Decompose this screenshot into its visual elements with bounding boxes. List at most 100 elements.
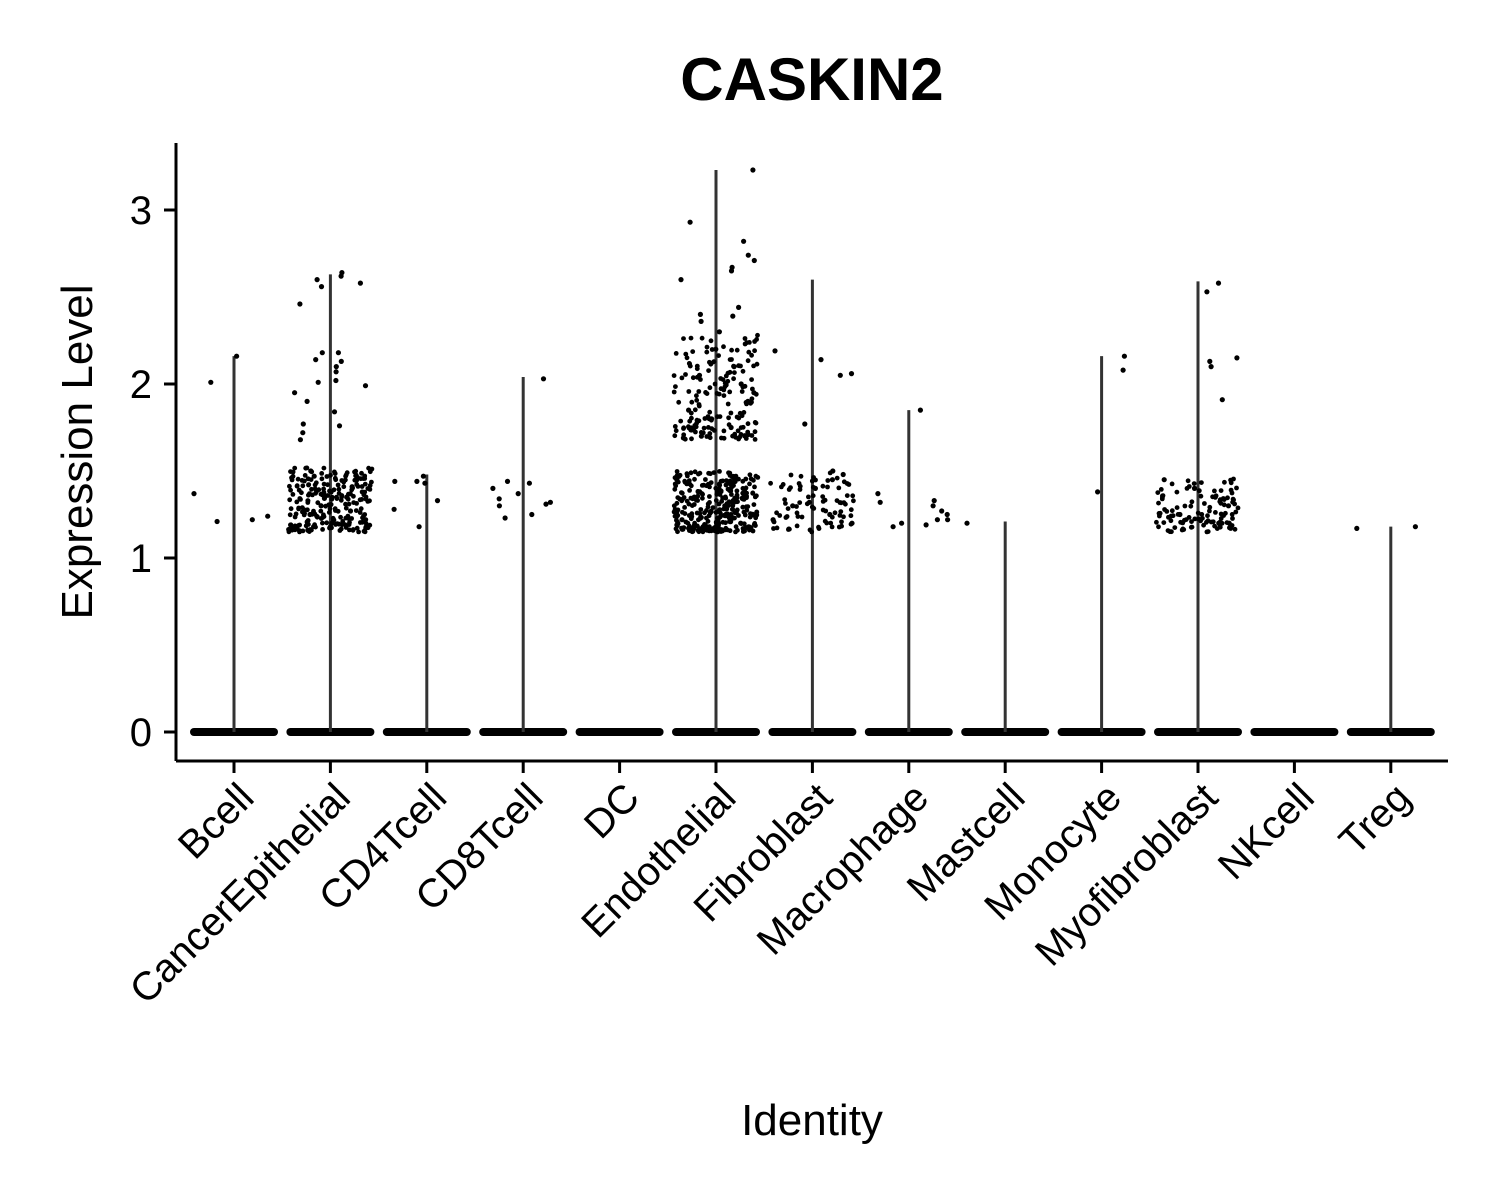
point-Endothelial	[719, 435, 724, 441]
point-Fibroblast	[834, 498, 840, 503]
point-Endothelial	[686, 389, 692, 394]
point-Fibroblast	[816, 526, 822, 531]
point-CancerEpithelial	[299, 490, 304, 496]
point-Myofibroblast	[1226, 520, 1232, 526]
point-Myofibroblast	[1207, 358, 1213, 364]
y-axis-label: Expression Level	[53, 284, 102, 619]
point-Endothelial	[698, 430, 704, 435]
point-CancerEpithelial	[335, 350, 341, 356]
chart-title: CASKIN2	[680, 46, 943, 113]
point-Endothelial	[747, 524, 753, 530]
point-CancerEpithelial	[336, 491, 342, 496]
point-Fibroblast	[798, 473, 804, 479]
point-Endothelial	[681, 336, 686, 341]
point-Myofibroblast	[1229, 490, 1235, 496]
point-Endothelial	[707, 494, 712, 499]
point-Myofibroblast	[1174, 489, 1180, 495]
point-Macrophage	[945, 517, 951, 523]
point-Myofibroblast	[1212, 494, 1218, 500]
point-Endothelial	[694, 523, 700, 529]
point-Myofibroblast	[1161, 520, 1167, 525]
point-CancerEpithelial	[357, 510, 363, 515]
point-Myofibroblast	[1172, 525, 1178, 530]
point-Myofibroblast	[1156, 500, 1161, 506]
point-Myofibroblast	[1182, 503, 1188, 509]
point-CancerEpithelial	[300, 421, 306, 427]
point-Endothelial	[697, 470, 703, 476]
point-Endothelial	[696, 372, 703, 378]
point-Endothelial	[747, 481, 752, 487]
point-Endothelial	[722, 384, 728, 390]
point-Endothelial	[736, 415, 742, 421]
point-Endothelial	[692, 469, 698, 475]
point-Endothelial	[696, 389, 702, 394]
point-Endothelial	[674, 477, 680, 483]
point-CancerEpithelial	[338, 358, 344, 364]
point-Fibroblast	[820, 494, 826, 499]
point-CancerEpithelial	[292, 514, 298, 520]
point-CancerEpithelial	[363, 520, 369, 526]
point-Fibroblast	[784, 514, 790, 519]
point-Myofibroblast	[1169, 529, 1174, 535]
point-Fibroblast	[786, 487, 792, 492]
point-Endothelial	[732, 370, 737, 375]
point-Fibroblast	[774, 510, 779, 516]
point-Fibroblast	[841, 514, 846, 520]
point-Endothelial	[751, 390, 757, 396]
point-Myofibroblast	[1199, 480, 1204, 485]
point-Fibroblast	[780, 482, 786, 487]
point-CD8Tcell	[540, 376, 547, 382]
point-Mastcell	[964, 520, 970, 526]
point-Endothelial	[704, 344, 710, 350]
point-Fibroblast	[794, 504, 799, 509]
point-Endothelial	[751, 363, 756, 369]
point-CancerEpithelial	[339, 270, 345, 276]
point-Fibroblast	[771, 526, 776, 531]
point-CancerEpithelial	[329, 494, 335, 500]
point-CD4Tcell	[420, 473, 426, 479]
point-Fibroblast	[809, 504, 815, 510]
point-Myofibroblast	[1228, 480, 1234, 486]
point-Myofibroblast	[1218, 511, 1224, 517]
point-Endothelial	[729, 492, 734, 497]
point-CancerEpithelial	[315, 500, 321, 506]
point-Endothelial	[752, 348, 757, 354]
point-CancerEpithelial	[360, 519, 365, 525]
point-CancerEpithelial	[328, 489, 334, 495]
point-Endothelial	[713, 498, 719, 503]
point-Endothelial	[711, 470, 717, 475]
point-Fibroblast	[825, 484, 830, 490]
point-Endothelial	[677, 496, 682, 502]
point-Endothelial	[721, 513, 727, 518]
point-Myofibroblast	[1191, 485, 1198, 491]
point-CancerEpithelial	[312, 486, 318, 492]
point-Endothelial	[688, 470, 694, 476]
point-Fibroblast	[848, 371, 855, 377]
point-CancerEpithelial	[308, 477, 314, 482]
point-Myofibroblast	[1179, 527, 1185, 533]
point-Endothelial	[721, 344, 726, 350]
point-Fibroblast	[841, 500, 847, 505]
point-Fibroblast	[829, 477, 836, 483]
point-Endothelial	[689, 436, 694, 442]
point-CancerEpithelial	[300, 430, 306, 436]
point-CD8Tcell	[504, 478, 511, 484]
point-Fibroblast	[806, 499, 813, 505]
point-Endothelial	[740, 490, 746, 496]
point-Myofibroblast	[1184, 486, 1190, 491]
point-Myofibroblast	[1160, 493, 1165, 499]
point-Myofibroblast	[1196, 488, 1202, 494]
point-Myofibroblast	[1200, 515, 1205, 521]
point-Endothelial	[724, 478, 729, 483]
point-CancerEpithelial	[297, 437, 303, 443]
point-Endothelial	[726, 415, 731, 421]
point-Endothelial	[706, 425, 711, 430]
point-Endothelial	[742, 512, 748, 518]
point-Myofibroblast	[1169, 481, 1175, 487]
point-Endothelial	[687, 488, 692, 493]
point-Endothelial	[697, 311, 704, 317]
point-CancerEpithelial	[305, 500, 311, 505]
point-Fibroblast	[838, 509, 844, 514]
point-Macrophage	[930, 503, 936, 509]
point-Endothelial	[752, 437, 758, 442]
